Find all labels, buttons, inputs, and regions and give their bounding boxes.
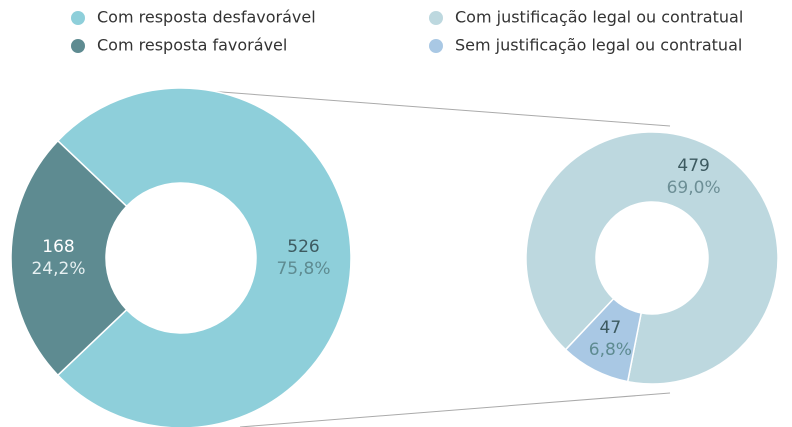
percent-label: 69,0%	[667, 178, 721, 198]
value-label: 479	[677, 156, 709, 176]
value-label: 168	[42, 237, 74, 257]
legend-marker	[71, 39, 85, 53]
connector-line	[239, 392, 671, 427]
connector-line	[194, 89, 671, 127]
donut-slice	[10, 139, 128, 377]
legend-label: Com justificação legal ou contratual	[455, 8, 743, 27]
legend-label: Sem justificação legal ou contratual	[455, 36, 742, 55]
legend-label: Com resposta desfavorável	[97, 8, 316, 27]
percent-label: 6,8%	[589, 340, 632, 360]
value-label: 526	[287, 237, 319, 257]
legend-marker	[71, 11, 85, 25]
percent-label: 24,2%	[31, 259, 85, 279]
percent-label: 75,8%	[276, 259, 330, 279]
donut-slice	[56, 87, 352, 427]
legend-marker	[429, 39, 443, 53]
donut-slice	[564, 297, 643, 383]
legend-marker	[429, 11, 443, 25]
legend-label: Com resposta favorável	[97, 36, 287, 55]
donut-slice	[525, 131, 779, 385]
value-label: 47	[600, 318, 622, 338]
